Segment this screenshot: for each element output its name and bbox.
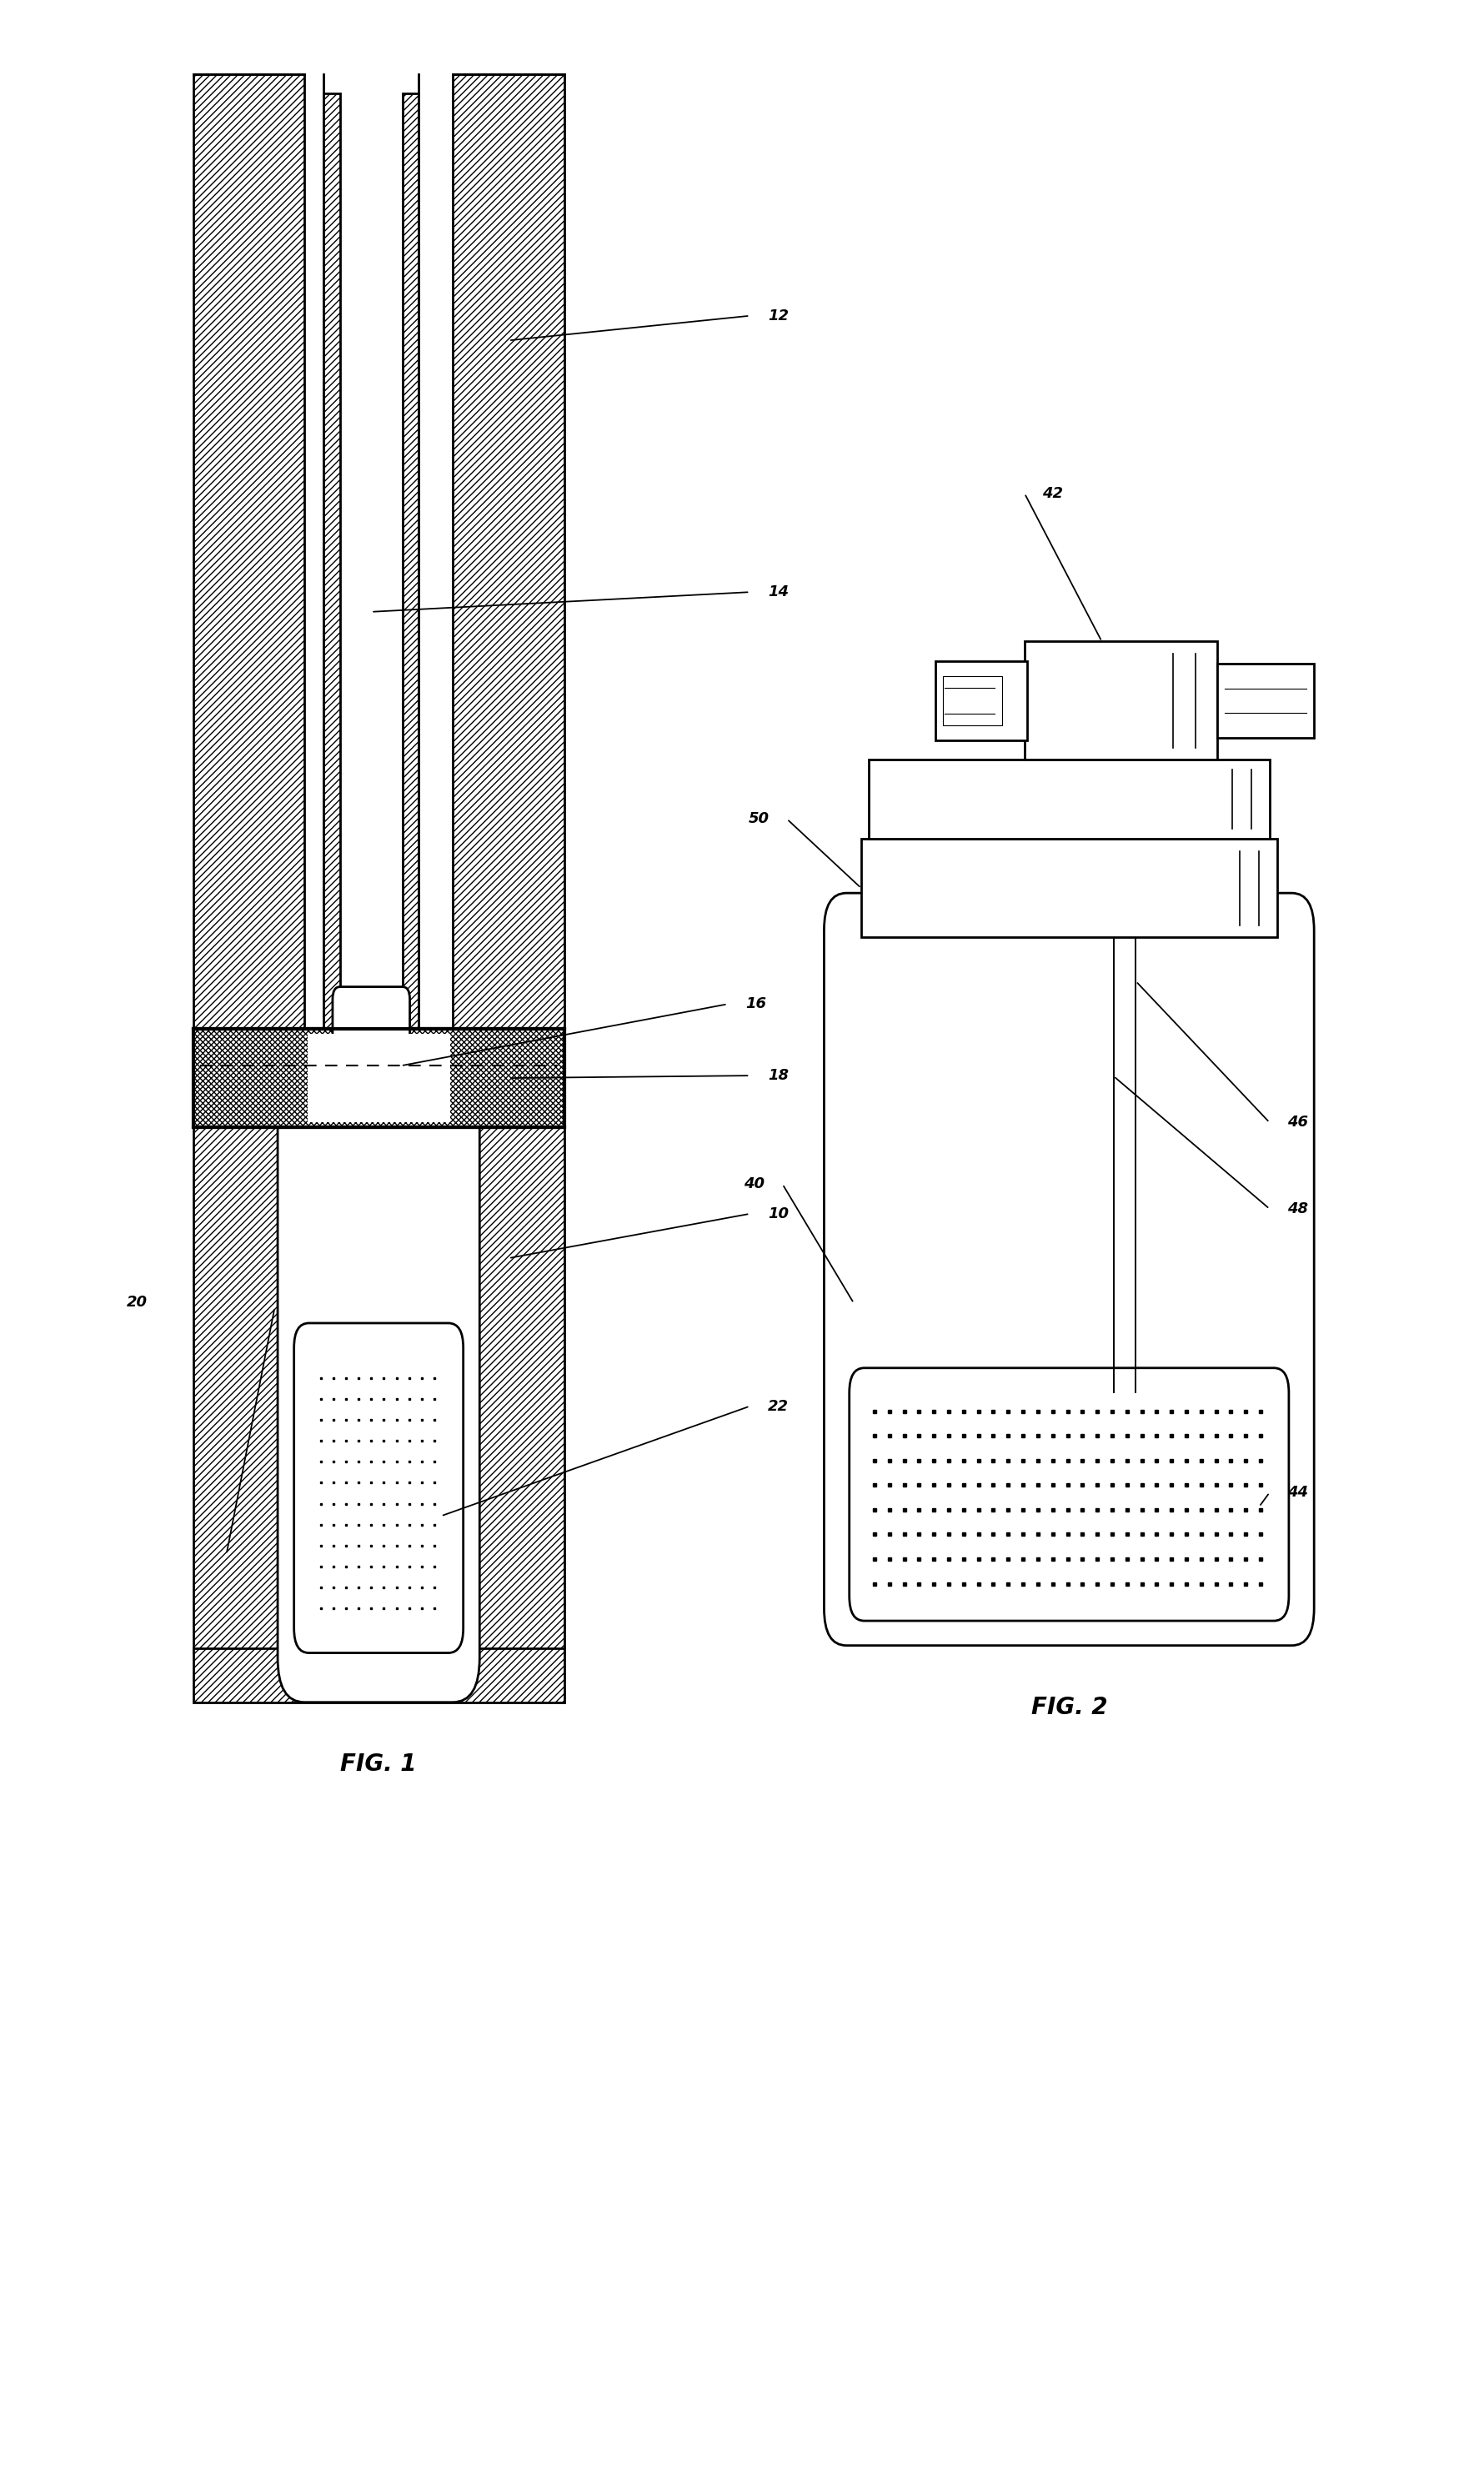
- Text: 50: 50: [748, 812, 769, 826]
- Text: FIG. 1: FIG. 1: [340, 1752, 417, 1776]
- Bar: [324, 94, 340, 1036]
- Bar: [193, 74, 304, 1036]
- Text: 12: 12: [767, 308, 788, 323]
- FancyBboxPatch shape: [849, 1367, 1288, 1621]
- Text: 20: 20: [126, 1295, 147, 1310]
- Bar: [453, 1127, 564, 1653]
- Bar: [942, 676, 1002, 725]
- Bar: [193, 1029, 564, 1127]
- Bar: [453, 74, 564, 1036]
- Bar: [402, 94, 418, 1036]
- Text: 22: 22: [767, 1399, 788, 1414]
- Bar: [193, 1127, 304, 1653]
- Bar: [1217, 664, 1313, 738]
- Text: 14: 14: [767, 585, 788, 599]
- Text: 44: 44: [1287, 1485, 1307, 1500]
- Text: 48: 48: [1287, 1201, 1307, 1216]
- FancyBboxPatch shape: [332, 987, 410, 1066]
- Text: FIG. 2: FIG. 2: [1030, 1695, 1107, 1719]
- Bar: [304, 74, 453, 1036]
- FancyBboxPatch shape: [294, 1322, 463, 1653]
- Bar: [340, 94, 402, 1036]
- Text: 40: 40: [743, 1177, 764, 1192]
- Bar: [868, 760, 1269, 839]
- Bar: [861, 839, 1276, 937]
- Text: 18: 18: [767, 1068, 788, 1083]
- FancyBboxPatch shape: [824, 893, 1313, 1645]
- Text: 46: 46: [1287, 1115, 1307, 1130]
- Bar: [935, 661, 1027, 740]
- Text: 10: 10: [767, 1206, 788, 1221]
- Bar: [307, 1034, 450, 1122]
- FancyBboxPatch shape: [278, 1083, 479, 1702]
- Bar: [1024, 641, 1217, 760]
- Text: 16: 16: [745, 997, 766, 1011]
- Text: 42: 42: [1042, 486, 1063, 501]
- Bar: [193, 1648, 564, 1702]
